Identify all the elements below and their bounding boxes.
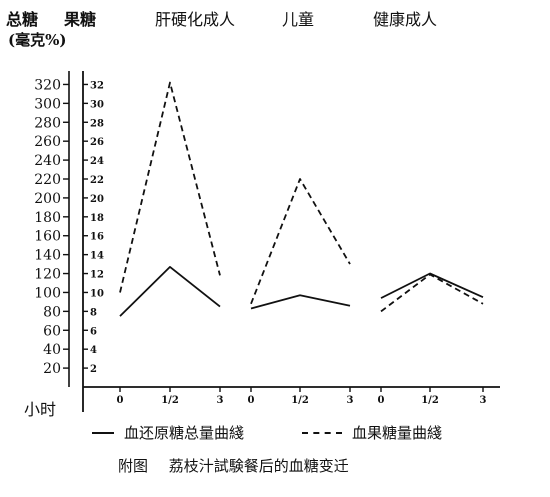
y-left-tick-label: 260 [34, 134, 61, 150]
legend-item-dashed: 血果糖量曲綫 [302, 422, 442, 443]
solid-series-line [119, 265, 221, 317]
y-left-tick-label: 180 [34, 210, 61, 226]
y-left-tick-label: 300 [34, 96, 61, 112]
y-right-axis-label: 果糖 [63, 10, 96, 29]
legend-item-solid: 血还原糖总量曲綫 [92, 422, 244, 443]
y-right-tick-label: 32 [90, 80, 104, 91]
panel-titles: 肝硬化成人 儿童 健康成人 [155, 10, 437, 29]
y-left-tick-label: 240 [34, 153, 61, 169]
y-left-ticks: 20 40 60 80 100 120 140 160 180 200 220 240 260 280 30… [34, 77, 69, 377]
legend: 血还原糖总量曲綫 血果糖量曲綫 [92, 422, 512, 444]
y-right-tick-label: 16 [90, 232, 104, 243]
y-right-tick-label: 8 [90, 307, 97, 318]
solid-series-line [380, 272, 484, 299]
caption-text: 荔枝汁試験餐后的血糖变迁 [168, 457, 349, 475]
y-right-tick-label: 10 [90, 288, 104, 299]
legend-dashed-label: 血果糖量曲綫 [352, 424, 443, 442]
x-tick-label: 1/2 [161, 395, 179, 406]
x-tick-label: 0 [248, 395, 255, 406]
panel-title: 肝硬化成人 [155, 10, 235, 29]
panel-title: 健康成人 [373, 10, 437, 29]
y-right-tick-label: 26 [90, 137, 104, 148]
y-left-axis-label: 总糖 [6, 10, 38, 29]
y-right-tick-label: 4 [90, 345, 97, 356]
y-right-tick-label: 28 [90, 118, 104, 129]
x-tick-label: 3 [480, 395, 487, 406]
y-left-tick-label: 100 [34, 285, 61, 301]
x-tick-label: 1/2 [421, 395, 439, 406]
y-left-tick-label: 280 [34, 115, 61, 131]
y-right-tick-label: 24 [90, 156, 104, 167]
y-left-tick-label: 140 [34, 248, 61, 264]
y-right-tick-label: 18 [90, 213, 104, 224]
x-tick-label: 0 [117, 395, 124, 406]
dashed-series-line [250, 178, 351, 305]
y-left-tick-label: 80 [43, 304, 61, 320]
y-left-tick-label: 220 [34, 172, 61, 188]
solid-line-swatch [92, 431, 114, 434]
y-right-tick-label: 30 [90, 99, 104, 110]
y-left-tick-label: 20 [43, 361, 61, 377]
y-right-tick-label: 6 [90, 326, 97, 337]
x-tick-label: 3 [347, 395, 354, 406]
figure-caption: 附图 荔枝汁試験餐后的血糖变迁 [118, 455, 365, 476]
y-right-tick-label: 20 [90, 194, 104, 205]
x-tick-label: 3 [217, 395, 224, 406]
solid-series-line [250, 294, 351, 310]
y-left-tick-label: 200 [34, 191, 61, 207]
y-left-tick-label: 320 [34, 77, 61, 93]
y-left-tick-label: 40 [43, 342, 61, 358]
x-ticks: 0 1/2 3 0 1/2 3 0 1/2 3 [117, 387, 487, 406]
y-right-tick-label: 22 [90, 175, 104, 186]
x-tick-label: 1/2 [291, 395, 309, 406]
y-left-tick-label: 160 [34, 229, 61, 245]
y-right-tick-label: 14 [90, 251, 104, 262]
dashed-series-line [380, 273, 484, 313]
dashed-line-swatch [302, 431, 342, 434]
axes [68, 71, 500, 412]
panel-title: 儿童 [282, 10, 314, 29]
dashed-series-line [119, 81, 221, 293]
y-right-tick-label: 12 [90, 270, 104, 281]
legend-solid-label: 血还原糖总量曲綫 [124, 424, 245, 442]
y-left-tick-label: 120 [34, 267, 61, 283]
caption-label: 附图 [118, 457, 149, 475]
x-tick-label: 0 [378, 395, 385, 406]
series-lines [119, 81, 484, 317]
y-right-tick-label: 2 [90, 364, 97, 375]
y-left-tick-label: 60 [43, 323, 61, 339]
x-axis-label: 小时 [24, 400, 56, 419]
y-unit-label: (毫克%) [8, 31, 66, 49]
